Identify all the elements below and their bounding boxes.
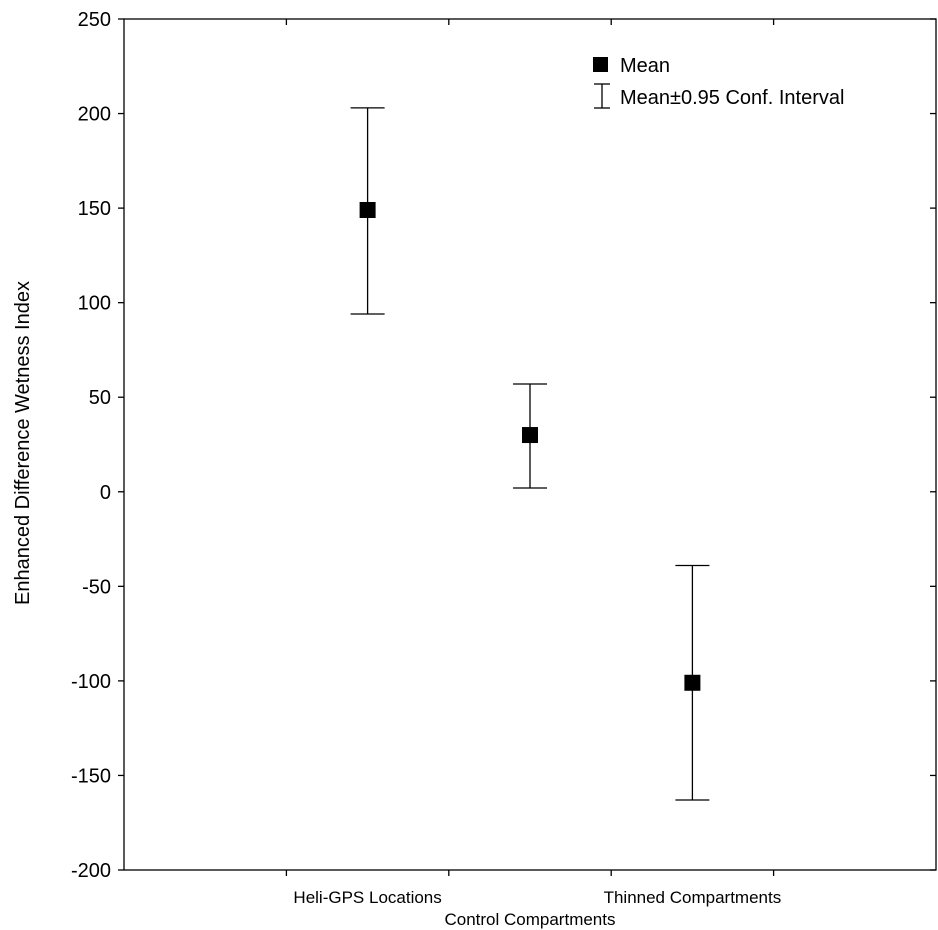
legend-mean-marker: [593, 57, 608, 72]
y-axis-title: Enhanced Difference Wetness Index: [12, 281, 34, 605]
plot-frame: [123, 18, 937, 871]
y-tick-label: -200: [71, 860, 111, 882]
y-tick-label: 0: [100, 482, 111, 504]
y-tick-label: 50: [89, 387, 111, 409]
x-tick-label: Heli-GPS Locations: [293, 888, 441, 907]
x-tick-label: Thinned Compartments: [604, 888, 782, 907]
y-axis: 250 200 150 100 50 0 -50 -100 -150 -200: [71, 9, 936, 882]
legend-ci-label: Mean±0.95 Conf. Interval: [620, 87, 844, 109]
y-tick-label: -50: [82, 576, 111, 598]
x-tick-label: Control Compartments: [444, 910, 615, 929]
legend-mean-label: Mean: [620, 55, 670, 77]
mean-point: [522, 427, 538, 444]
legend-ci-symbol: [594, 83, 610, 109]
mean-point: [684, 674, 701, 691]
data-marks: [350, 107, 710, 801]
legend: Mean Mean±0.95 Conf. Interval: [593, 55, 844, 109]
plot-border: [123, 18, 937, 871]
y-tick-label: 150: [78, 198, 111, 220]
y-tick-label: 250: [78, 9, 111, 31]
y-tick-label: 100: [78, 293, 111, 315]
y-tick-label: 200: [78, 104, 111, 126]
y-tick-label: -100: [71, 671, 111, 693]
mean-point: [359, 202, 376, 219]
y-tick-label: -150: [71, 765, 111, 787]
